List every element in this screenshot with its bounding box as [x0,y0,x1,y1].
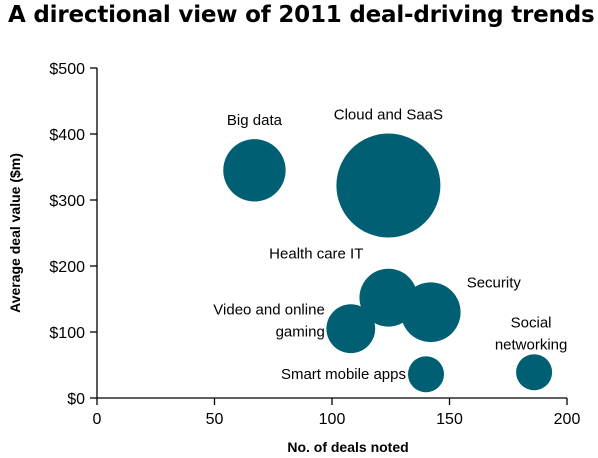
bubble-label: Big data [227,112,283,129]
x-tick-label: 100 [319,411,346,428]
bubble-point [223,139,286,202]
x-tick-label: 50 [206,411,224,428]
x-axis-label: No. of deals noted [287,439,408,455]
x-tick-label: 150 [436,411,463,428]
y-tick-label: $100 [49,325,85,342]
bubble-point [400,282,461,343]
chart-title: A directional view of 2011 deal-driving … [8,2,595,28]
bubble-label: Health care IT [269,246,363,263]
bubble-point [407,356,445,393]
y-tick-label: $200 [49,259,85,276]
y-tick-label: $0 [67,391,85,408]
x-tick-label: 0 [93,411,102,428]
y-tick-label: $500 [49,61,85,78]
bubble-point [516,354,553,391]
y-tick-label: $400 [49,127,85,144]
bubble-label: Security [467,274,522,291]
bubble-point [326,304,376,354]
x-tick-label: 200 [554,411,581,428]
y-axis-label: Average deal value ($m) [7,153,23,313]
bubble-label: Social networking [495,314,568,353]
bubble-label: Video and online gaming [213,302,325,341]
bubble-label: Cloud and SaaS [334,106,443,123]
y-tick-label: $300 [49,193,85,210]
bubble-point [336,133,441,238]
bubble-label: Smart mobile apps [281,366,406,383]
